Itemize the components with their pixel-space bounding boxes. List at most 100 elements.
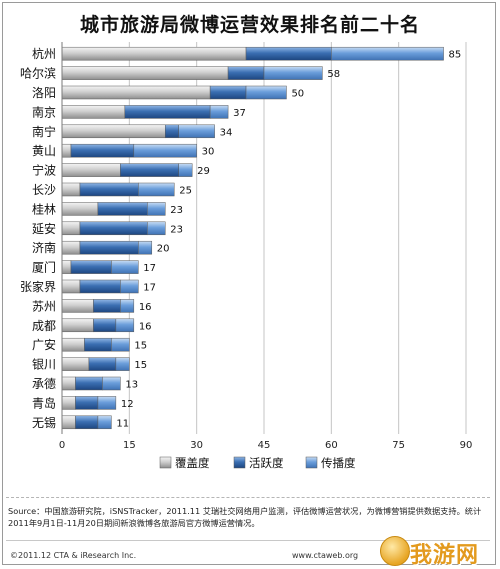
bar-segment bbox=[61, 337, 85, 352]
data-label: 58 bbox=[327, 69, 340, 80]
data-label: 25 bbox=[179, 186, 192, 197]
bar-segment bbox=[61, 279, 81, 294]
data-label: 37 bbox=[233, 108, 246, 119]
data-label: 16 bbox=[139, 302, 152, 313]
bar-segment bbox=[97, 415, 112, 430]
chart-title: 城市旅游局微博运营效果排名前二十名 bbox=[79, 14, 420, 36]
category-label: 南宁 bbox=[32, 124, 56, 139]
data-label: 17 bbox=[143, 263, 156, 274]
stacked-bar-chart: 杭州 85 哈尔滨 58 洛阳 50 南京 37 南宁 34 黄山 30 宁波 29 长沙 25 桂林 23 延安 2… bbox=[20, 42, 473, 470]
legend-swatch bbox=[159, 456, 172, 469]
data-label: 15 bbox=[134, 341, 147, 352]
category-label: 延安 bbox=[32, 221, 56, 236]
data-label: 23 bbox=[170, 224, 183, 235]
bar-segment bbox=[61, 46, 247, 61]
data-label: 15 bbox=[134, 360, 147, 371]
category-label: 承德 bbox=[32, 376, 56, 391]
category-label: 张家界 bbox=[20, 279, 56, 294]
bar-segment bbox=[178, 124, 215, 139]
category-label: 青岛 bbox=[32, 395, 56, 410]
category-label: 银川 bbox=[32, 358, 56, 372]
category-label: 黄山 bbox=[32, 144, 56, 158]
bar-segment bbox=[147, 221, 166, 236]
bar-segment bbox=[115, 318, 135, 333]
category-label: 桂林 bbox=[32, 201, 56, 216]
data-label: 12 bbox=[121, 399, 134, 410]
bar-segment bbox=[245, 85, 287, 100]
category-label: 厦门 bbox=[32, 260, 56, 275]
source-note: Source：中国旅游研究院，iSNSTracker，2011.11 艾瑞社交网… bbox=[8, 506, 482, 528]
bar-segment bbox=[120, 163, 179, 177]
category-label: 宁波 bbox=[32, 163, 56, 178]
data-label: 16 bbox=[139, 321, 152, 332]
bar-segment bbox=[124, 105, 211, 119]
bar-segment bbox=[61, 105, 126, 119]
data-label: 13 bbox=[125, 380, 138, 391]
category-label: 长沙 bbox=[32, 183, 56, 197]
legend-swatch bbox=[305, 456, 318, 469]
bar-segment bbox=[75, 396, 99, 410]
category-label: 无锡 bbox=[32, 415, 56, 430]
bar-segment bbox=[120, 299, 135, 313]
bar-segment bbox=[97, 396, 117, 410]
x-tick-label: 45 bbox=[258, 440, 271, 451]
copyright: ©2011.12 CTA & iResearch Inc. bbox=[10, 551, 137, 560]
bar-segment bbox=[61, 163, 121, 177]
data-label: 29 bbox=[197, 166, 210, 177]
bar-segment bbox=[138, 240, 153, 255]
data-label: 85 bbox=[449, 50, 462, 61]
bar-segment bbox=[61, 182, 81, 197]
bar-segment bbox=[61, 124, 166, 139]
bar-segment bbox=[61, 376, 76, 391]
bar-segment bbox=[178, 163, 193, 177]
data-label: 20 bbox=[157, 244, 170, 255]
data-label: 17 bbox=[143, 283, 156, 294]
x-tick-label: 90 bbox=[460, 440, 473, 451]
legend-label: 活跃度 bbox=[249, 456, 284, 470]
bar-segment bbox=[147, 202, 166, 216]
bar-segment bbox=[75, 415, 99, 430]
bar-segment bbox=[245, 46, 332, 61]
x-tick-label: 30 bbox=[190, 440, 203, 451]
bar-segment bbox=[61, 318, 94, 333]
data-label: 23 bbox=[170, 205, 183, 216]
footer-separator bbox=[6, 540, 490, 541]
bar-segment bbox=[61, 357, 90, 371]
bar-segment bbox=[61, 143, 72, 158]
data-label: 50 bbox=[291, 89, 304, 100]
bar-segment bbox=[70, 143, 135, 158]
source-separator bbox=[6, 497, 490, 498]
bar-segment bbox=[79, 240, 139, 255]
bar-segment bbox=[111, 260, 139, 274]
data-label: 11 bbox=[116, 418, 129, 429]
bar-segment bbox=[93, 299, 121, 313]
legend-label: 传播度 bbox=[321, 456, 356, 470]
bar-segment bbox=[61, 85, 211, 100]
category-label: 广安 bbox=[32, 337, 56, 352]
category-label: 济南 bbox=[32, 240, 56, 255]
watermark-logo: 我游网 bbox=[380, 534, 494, 568]
snail-logo-icon bbox=[380, 536, 410, 566]
category-label: 杭州 bbox=[32, 46, 56, 61]
bar-segment bbox=[102, 376, 121, 391]
data-label: 34 bbox=[220, 127, 233, 138]
bar-segment bbox=[133, 143, 197, 158]
category-label: 哈尔滨 bbox=[20, 66, 56, 81]
x-tick-label: 0 bbox=[59, 440, 65, 451]
bar-segment bbox=[61, 260, 72, 274]
bar-segment bbox=[61, 202, 99, 216]
category-label: 成都 bbox=[32, 319, 56, 333]
category-label: 南京 bbox=[32, 104, 56, 119]
bar-segment bbox=[120, 279, 139, 294]
bar-segment bbox=[115, 357, 130, 371]
bar-segment bbox=[61, 240, 81, 255]
bar-segment bbox=[111, 337, 130, 352]
bar-segment bbox=[79, 279, 121, 294]
bar-segment bbox=[97, 202, 148, 216]
bar-segment bbox=[209, 85, 247, 100]
x-tick-label: 15 bbox=[123, 440, 136, 451]
bar-segment bbox=[263, 66, 323, 80]
category-label: 苏州 bbox=[32, 299, 56, 313]
website: www.ctaweb.org bbox=[292, 551, 359, 560]
data-label: 30 bbox=[202, 147, 215, 158]
